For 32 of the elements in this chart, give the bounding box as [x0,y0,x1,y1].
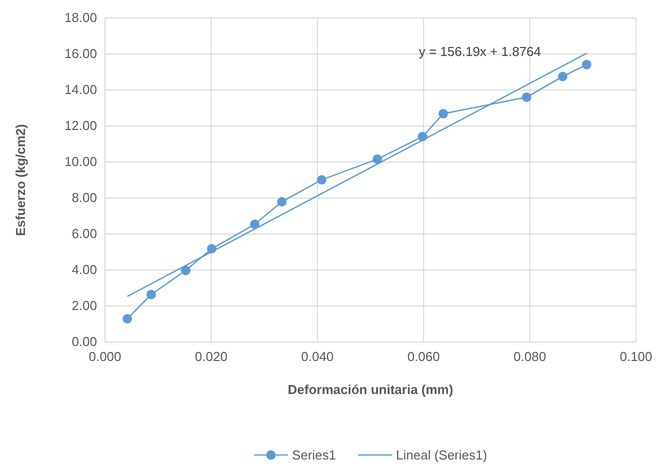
y-tick-label: 6.00 [72,226,97,242]
y-tick-label: 4.00 [72,262,97,278]
y-tick-label: 0.00 [72,334,97,350]
x-tick-label: 0.080 [514,349,546,364]
annotation: y = 156.19x + 1.8764 [418,44,541,59]
x-tick-label: 0.060 [407,349,440,364]
y-tick-label: 18.00 [64,10,97,26]
x-axis-title: Deformación unitaria (mm) [288,382,454,397]
y-axis-title: Esfuerzo (kg/cm2) [13,124,28,236]
point [277,197,287,206]
x-tick-label: 0.020 [194,349,228,364]
point [522,92,532,102]
point [372,154,382,164]
y-tick-label: 16.00 [64,46,97,62]
y-tick-label: 2.00 [72,298,97,314]
point [122,314,132,324]
y-tick-label: 8.00 [72,190,97,206]
x-tick-label: 0.000 [88,349,122,364]
point [558,72,568,82]
point [316,175,326,185]
point [250,220,260,229]
point [438,109,448,118]
legend-label: Series1 [292,448,336,463]
y-tick-label: 12.00 [64,118,97,134]
y-tick-label: 14.00 [64,82,97,98]
y-tick-label: 10.00 [64,154,97,170]
x-tick-label: 0.100 [620,349,652,364]
point [582,60,592,70]
x-tick-label: 0.040 [301,349,334,364]
legend-label: Lineal (Series1) [396,448,488,463]
point [180,266,190,276]
point [146,290,156,300]
